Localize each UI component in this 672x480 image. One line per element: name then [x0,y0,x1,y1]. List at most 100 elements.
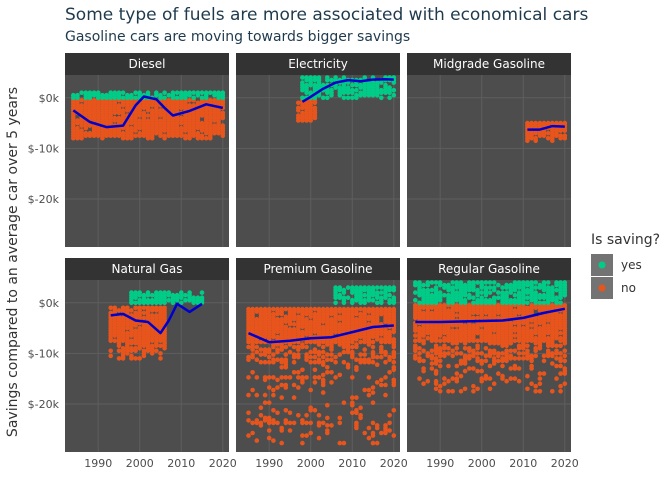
point-yes [554,295,559,301]
point-no [120,135,126,141]
point-no [354,410,359,416]
point-no [179,105,184,111]
point-no [350,402,355,408]
chart-subtitle: Gasoline cars are moving towards bigger … [65,29,411,45]
point-no [312,375,318,380]
point-no [291,370,297,375]
point-yes [183,292,188,298]
point-no [271,438,276,443]
point-no [125,351,130,356]
point-no [316,352,322,357]
point-no [450,323,456,328]
point-no [370,334,376,340]
point-no [116,110,122,116]
point-yes [391,87,397,93]
point-yes [433,285,439,290]
point-yes [429,287,435,293]
point-no [325,370,330,375]
point-yes [446,292,451,298]
point-yes [350,87,355,93]
point-no [374,354,380,360]
point-no [508,340,514,346]
point-no [170,133,176,138]
point-no [433,381,439,387]
point-yes [525,287,530,293]
point-yes [479,280,485,285]
point-no [479,361,485,366]
point-no [521,320,526,326]
point-no [149,351,155,356]
point-yes [421,282,426,288]
point-no [271,392,276,398]
point-no [525,338,530,344]
point-no [133,348,138,354]
point-yes [174,95,180,101]
point-no [354,395,359,400]
point-no [433,338,439,344]
point-no [550,353,555,359]
x-tick-label: 2020 [551,457,579,470]
point-yes [379,290,384,295]
point-no [112,110,118,116]
point-no [125,108,130,113]
point-no [391,359,397,365]
point-no [149,308,155,313]
point-no [500,363,505,369]
point-yes [137,290,142,295]
point-yes [158,290,163,295]
point-yes [391,295,397,301]
point-yes [450,285,456,290]
point-yes [483,285,489,290]
point-no [475,338,480,344]
point-no [358,359,363,365]
point-no [112,118,118,123]
point-no [533,330,538,336]
point-no [141,353,147,359]
point-no [316,359,322,365]
point-yes [450,280,456,285]
point-no [133,133,138,138]
point-no [366,342,372,347]
point-no [145,135,151,141]
point-no [149,103,155,108]
point-yes [379,87,384,93]
point-no [258,405,264,411]
facet-strip [236,53,400,75]
x-tick-label: 2010 [167,457,195,470]
point-no [387,357,392,363]
point-no [158,338,163,344]
point-no [354,311,359,317]
point-no [537,346,543,351]
point-no [374,362,380,368]
point-yes [504,282,509,288]
point-yes [220,90,226,95]
point-no [279,428,285,433]
point-no [246,375,251,380]
point-yes [320,82,326,88]
point-yes [391,92,397,98]
point-no [158,113,163,118]
point-no [199,128,205,133]
point-no [533,348,538,354]
point-yes [558,300,563,306]
point-no [112,338,118,344]
point-yes [170,90,176,95]
point-no [87,133,93,138]
point-yes [487,285,493,290]
point-no [475,330,480,336]
point-yes [421,287,426,293]
point-yes [500,290,505,295]
point-no [442,338,447,344]
point-no [246,357,251,363]
point-no [320,420,326,426]
point-no [370,433,376,438]
point-yes [158,92,163,98]
point-yes [387,292,392,298]
point-no [391,382,397,388]
point-no [129,340,134,346]
point-yes [387,297,392,303]
point-no [254,357,260,363]
point-no [387,370,392,375]
point-yes [145,90,151,95]
